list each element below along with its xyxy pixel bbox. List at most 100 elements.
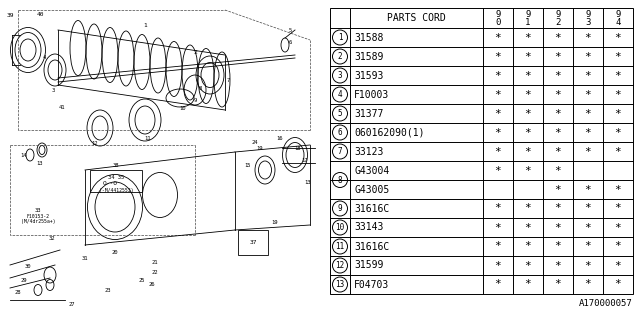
Text: 3: 3 (51, 87, 54, 92)
Text: *: * (555, 70, 561, 81)
Text: *: * (614, 108, 621, 118)
Text: *: * (555, 33, 561, 43)
Text: *: * (555, 52, 561, 61)
Text: *: * (525, 242, 531, 252)
Text: 33123: 33123 (354, 147, 383, 156)
Text: 2: 2 (556, 18, 561, 27)
Text: *: * (525, 108, 531, 118)
Text: *: * (555, 242, 561, 252)
Text: *: * (614, 90, 621, 100)
Text: *: * (614, 70, 621, 81)
Text: 31593: 31593 (354, 70, 383, 81)
Text: 1: 1 (525, 18, 531, 27)
Bar (90, 170, 142, 192)
Text: *: * (584, 242, 591, 252)
Text: G43004: G43004 (354, 165, 389, 175)
Text: 32: 32 (49, 236, 55, 241)
Text: 30: 30 (25, 265, 31, 269)
Text: 6: 6 (338, 128, 342, 137)
Text: A170000057: A170000057 (579, 299, 633, 308)
Text: 13: 13 (305, 180, 311, 185)
Text: *: * (525, 127, 531, 138)
Text: 11: 11 (145, 135, 151, 140)
Text: F10153-2: F10153-2 (26, 214, 49, 220)
Text: *: * (614, 204, 621, 213)
Text: *: * (614, 127, 621, 138)
Text: 10: 10 (335, 223, 344, 232)
Bar (330, 8, 633, 294)
Text: *: * (584, 90, 591, 100)
Text: F04703: F04703 (354, 279, 389, 290)
Text: *: * (584, 147, 591, 156)
Text: 18: 18 (295, 146, 301, 150)
Text: 31616C: 31616C (354, 204, 389, 213)
Text: G43005: G43005 (354, 185, 389, 195)
Text: *: * (495, 33, 501, 43)
Text: 31588: 31588 (354, 33, 383, 43)
Text: *: * (555, 165, 561, 175)
Text: 9: 9 (556, 10, 561, 19)
Text: 29: 29 (20, 277, 28, 283)
Text: 1: 1 (143, 22, 147, 28)
Bar (238, 230, 268, 255)
Text: *: * (525, 52, 531, 61)
Text: *: * (495, 260, 501, 270)
Text: 5: 5 (289, 28, 292, 33)
Text: *: * (584, 33, 591, 43)
Text: *: * (525, 204, 531, 213)
Text: 7: 7 (338, 147, 342, 156)
Text: *: * (555, 185, 561, 195)
Text: 4: 4 (42, 54, 45, 60)
Text: *: * (584, 185, 591, 195)
Text: 19: 19 (272, 220, 278, 225)
Text: 12: 12 (92, 140, 99, 146)
Text: *: * (555, 108, 561, 118)
Text: *: * (614, 52, 621, 61)
Text: *: * (584, 52, 591, 61)
Text: *: * (495, 242, 501, 252)
Text: *: * (584, 222, 591, 233)
Text: 31377: 31377 (354, 108, 383, 118)
Text: *: * (495, 127, 501, 138)
Text: *: * (584, 127, 591, 138)
Text: 26: 26 (148, 283, 156, 287)
Text: *: * (495, 90, 501, 100)
Text: *: * (495, 222, 501, 233)
Text: 31599: 31599 (354, 260, 383, 270)
Text: *: * (614, 260, 621, 270)
Text: 060162090(1): 060162090(1) (354, 127, 424, 138)
Text: 17: 17 (301, 157, 308, 163)
Text: *: * (495, 52, 501, 61)
Text: *: * (525, 222, 531, 233)
Text: 9: 9 (525, 10, 531, 19)
Text: 24: 24 (252, 140, 259, 145)
Text: *: * (525, 90, 531, 100)
Text: *: * (525, 70, 531, 81)
Text: 1: 1 (338, 33, 342, 42)
Text: *: * (555, 222, 561, 233)
Text: *: * (584, 108, 591, 118)
Text: 9: 9 (193, 98, 196, 102)
Text: 23: 23 (105, 287, 111, 292)
Text: 13: 13 (335, 280, 344, 289)
Text: *: * (584, 279, 591, 290)
Text: (M/4dr255a+): (M/4dr255a+) (20, 220, 55, 225)
Text: 37: 37 (249, 239, 257, 244)
Text: 34 35: 34 35 (108, 174, 124, 180)
Text: 19: 19 (257, 146, 263, 150)
Text: *: * (525, 147, 531, 156)
Text: 2: 2 (193, 50, 197, 54)
Text: 12: 12 (335, 261, 344, 270)
Text: 10: 10 (180, 106, 186, 110)
Text: *: * (525, 260, 531, 270)
Text: 31616C: 31616C (354, 242, 389, 252)
Text: 41: 41 (59, 105, 65, 109)
Text: 4: 4 (338, 90, 342, 99)
Text: *: * (525, 33, 531, 43)
Text: *: * (614, 242, 621, 252)
Text: 2: 2 (338, 52, 342, 61)
Text: 16: 16 (276, 135, 284, 140)
Text: *: * (555, 90, 561, 100)
Text: 33: 33 (35, 207, 41, 212)
Text: 21: 21 (152, 260, 158, 265)
